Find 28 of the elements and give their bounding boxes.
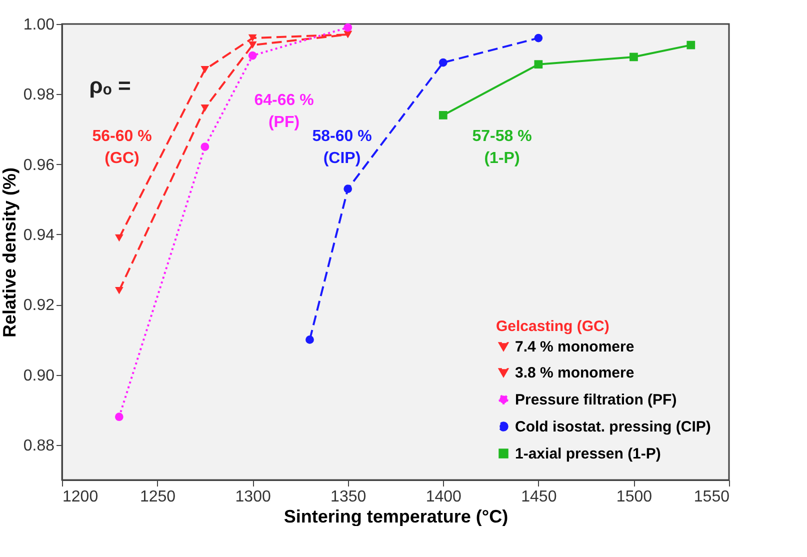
y-tick-label: 0.98 — [23, 86, 55, 104]
legend-label: Pressure filtration (PF) — [515, 392, 677, 408]
x-tick-label: 1550 — [694, 488, 730, 506]
annotation: ρₒ = — [89, 73, 131, 98]
legend-label: 3.8 % monomere — [515, 364, 634, 382]
x-tick-label: 1400 — [426, 488, 462, 506]
annotation: 57-58 % (1-P) — [472, 128, 532, 167]
x-tick-label: 1300 — [235, 488, 271, 506]
x-tick-label: 1350 — [330, 488, 366, 506]
y-tick-label: 0.92 — [23, 297, 55, 314]
x-tick-label: 1250 — [140, 488, 176, 506]
y-axis-title: Relative density (%) — [0, 167, 20, 338]
y-tick-label: 1.00 — [23, 16, 55, 34]
x-tick-label: 1500 — [616, 488, 652, 506]
y-tick-label: 0.88 — [23, 437, 55, 454]
annotation: 58-60 % (CIP) — [312, 128, 372, 167]
y-tick-label: 0.90 — [23, 367, 55, 384]
x-tick-label: 1450 — [521, 488, 557, 506]
y-tick-label: 0.94 — [23, 226, 55, 244]
x-axis-title: Sintering temperature (°C) — [284, 506, 508, 526]
annotation: 56-60 % (GC) — [92, 128, 152, 167]
legend-label: 1-axial pressen (1-P) — [515, 446, 661, 462]
x-tick-label: 1200 — [62, 488, 98, 506]
annotation: 64-66 % (PF) — [254, 92, 314, 131]
y-tick-label: 0.96 — [23, 156, 55, 174]
legend-title: Gelcasting (GC) — [496, 318, 610, 335]
legend-label: 7.4 % monomere — [515, 338, 634, 356]
legend-label: Cold isostat. pressing (CIP) — [515, 418, 711, 436]
